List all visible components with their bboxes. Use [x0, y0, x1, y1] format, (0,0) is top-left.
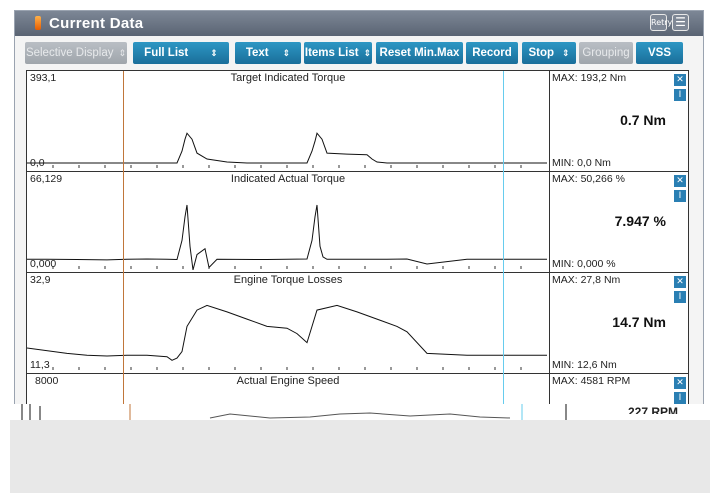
menu-icon[interactable]: ☰ [672, 14, 689, 31]
y-max-label: 32,9 [30, 274, 51, 286]
y-min-label: 0,000 [30, 258, 57, 270]
panel-separator [549, 172, 550, 272]
scale-icon[interactable]: I [674, 89, 686, 101]
glitch-value: 227 RPM [628, 405, 679, 414]
y-max-label: 393,1 [30, 72, 57, 84]
panel-separator [549, 273, 550, 373]
vss-button[interactable]: VSS [636, 42, 683, 64]
items-list-label: Items List [304, 47, 359, 59]
updown-icon: ⇕ [282, 49, 291, 59]
text-label: Text [245, 47, 269, 59]
info-indicated-actual-torque: MAX: 50,266 % ✕ I 7.947 % MIN: 0,000 % [550, 172, 688, 272]
updown-icon: ⇕ [363, 49, 372, 59]
title-bar: Current Data Retry ☰ [15, 11, 703, 36]
series-line [27, 204, 547, 271]
y-min-label: 11,3 [30, 359, 50, 371]
max-value: MAX: 4581 RPM [552, 375, 631, 387]
items-list-button[interactable]: Items List ⇕ [304, 42, 372, 64]
close-icon[interactable]: ✕ [674, 377, 686, 389]
plot-ticks [52, 367, 522, 370]
reset-min-max-button[interactable]: Reset Min.Max [376, 42, 463, 64]
current-value: 14.7 Nm [612, 314, 666, 330]
window-title: Current Data [49, 15, 144, 32]
selective-display-label: Selective Display [25, 47, 114, 59]
min-value: MIN: 0,000 % [552, 258, 616, 270]
panel-title: Target Indicated Torque [230, 72, 346, 84]
glitch-trace [209, 412, 511, 419]
plot-target-indicated-torque [27, 132, 547, 168]
panel-title: Indicated Actual Torque [230, 173, 346, 185]
close-icon[interactable]: ✕ [674, 74, 686, 86]
close-icon[interactable]: ✕ [674, 276, 686, 288]
max-value: MAX: 27,8 Nm [552, 274, 621, 286]
panel-separator [549, 374, 550, 409]
toolbar: Selective Display ⇕ Full List ⇕ Text ⇕ Item… [15, 42, 703, 64]
grouping-button[interactable]: Grouping [579, 42, 633, 64]
series-line [27, 132, 547, 164]
panel-divider [27, 272, 688, 273]
bottom-blank-area [10, 420, 710, 493]
selective-display-button[interactable]: Selective Display ⇕ [25, 42, 127, 64]
full-list-label: Full List [144, 47, 189, 59]
scale-icon[interactable]: I [674, 392, 686, 404]
info-actual-engine-speed: MAX: 4581 RPM ✕ I [550, 374, 688, 409]
info-target-indicated-torque: MAX: 193,2 Nm ✕ I 0.7 Nm MIN: 0,0 Nm [550, 71, 688, 171]
updown-icon: ⇕ [210, 49, 218, 59]
current-value: 0.7 Nm [620, 112, 666, 128]
panel-divider [27, 373, 688, 374]
close-icon[interactable]: ✕ [674, 175, 686, 187]
max-value: MAX: 193,2 Nm [552, 72, 627, 84]
updown-icon: ⇕ [118, 49, 127, 59]
record-button[interactable]: Record [466, 42, 518, 64]
stop-label: Stop [528, 47, 554, 59]
info-engine-torque-losses: MAX: 27,8 Nm ✕ I 14.7 Nm MIN: 12,6 Nm [550, 273, 688, 373]
render-glitch-strip [10, 404, 710, 424]
current-data-window: Current Data Retry ☰ Selective Display ⇕ … [14, 10, 704, 410]
plot-ticks [52, 165, 522, 168]
app-icon [35, 16, 41, 30]
min-value: MIN: 12,6 Nm [552, 359, 617, 371]
scale-icon[interactable]: I [674, 291, 686, 303]
y-max-label: 8000 [35, 375, 59, 387]
full-list-button[interactable]: Full List ⇕ [133, 42, 229, 64]
retry-icon[interactable]: Retry [650, 14, 672, 31]
y-max-label: 66,129 [30, 173, 63, 185]
updown-icon: ⇕ [562, 49, 570, 59]
cursor-left[interactable] [123, 71, 124, 409]
y-min-label: 0,0 [30, 157, 45, 169]
current-value: 7.947 % [614, 213, 666, 229]
panel-title: Engine Torque Losses [233, 274, 343, 286]
panel-separator [549, 71, 550, 171]
series-line [27, 304, 547, 361]
graph-area: Target Indicated Torque 393,1 0,0 MAX: 1… [26, 70, 689, 409]
panel-title: Actual Engine Speed [236, 375, 340, 387]
plot-indicated-actual-torque [27, 204, 547, 271]
min-value: MIN: 0,0 Nm [552, 157, 611, 169]
max-value: MAX: 50,266 % [552, 173, 625, 185]
panel-divider [27, 171, 688, 172]
text-button[interactable]: Text ⇕ [235, 42, 301, 64]
cursor-right[interactable] [503, 71, 504, 409]
plot-engine-torque-losses [27, 304, 547, 370]
scale-icon[interactable]: I [674, 190, 686, 202]
stop-button[interactable]: Stop ⇕ [522, 42, 576, 64]
